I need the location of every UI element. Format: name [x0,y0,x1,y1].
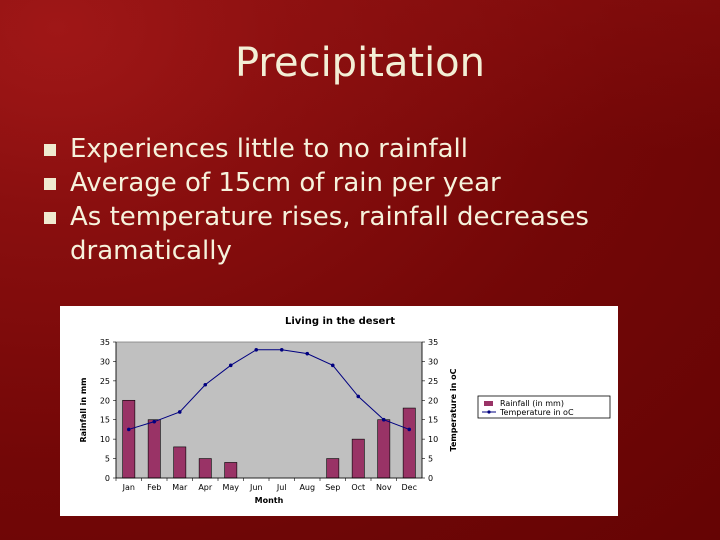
y2-tick-label: 0 [428,474,433,483]
x-tick-label: Jun [249,483,263,492]
x-axis-label: Month [255,496,284,505]
rainfall-bar [173,446,187,479]
bullet-item: As temperature rises, rainfall decreases… [44,200,694,268]
temperature-point [305,351,310,356]
rainfall-bar [402,407,416,479]
chart-container: Living in the desert 0 0 5 5 10 10 15 15 20 20 25 2… [60,306,618,516]
temperature-point [356,394,361,399]
x-tick-label: Mar [172,483,188,492]
y-tick-label: 10 [100,435,110,444]
y-tick-label: 5 [105,455,110,464]
bullet-item: Experiences little to no rainfall [44,132,694,166]
x-tick-label: Dec [402,483,417,492]
legend-rainfall-swatch [484,401,493,406]
bullet-list: Experiences little to no rainfall Averag… [44,132,694,268]
x-tick-label: Jan [122,483,135,492]
temperature-point [330,363,335,368]
bullet-text: Experiences little to no rainfall [70,134,468,164]
square-bullet-icon [44,144,56,156]
bullet-text: As temperature rises, rainfall decreases… [70,202,589,266]
temperature-point [126,427,131,432]
rainfall-bar [326,458,340,479]
y-tick-label: 30 [100,357,110,366]
y-tick-label: 25 [100,377,110,386]
x-tick-label: Feb [147,483,161,492]
bullet-text: Average of 15cm of rain per year [70,168,501,198]
rainfall-bar [224,462,238,479]
y-tick-label: 20 [100,396,110,405]
legend-temperature-marker [487,410,491,414]
y2-tick-label: 15 [428,416,438,425]
x-tick-label: Nov [376,483,392,492]
rainfall-bar [147,419,161,479]
slide-highlight [0,0,720,150]
square-bullet-icon [44,178,56,190]
temperature-point [279,347,284,352]
square-bullet-icon [44,212,56,224]
x-tick-label: Aug [299,483,315,492]
y2-tick-label: 20 [428,396,438,405]
temperature-point [203,382,208,387]
x-tick-label: Sep [325,483,340,492]
slide-title: Precipitation [234,40,486,86]
temperature-point [177,410,182,414]
temperature-point [407,427,412,432]
y-tick-label: 15 [100,416,110,425]
rainfall-bar [122,399,136,479]
y-tick-label: 0 [105,474,110,483]
x-tick-label: May [222,483,239,492]
y2-tick-label: 30 [428,357,438,366]
y2-axis-label: Temperature in oC [449,368,458,451]
temperature-point [228,363,233,368]
temperature-point [152,419,157,424]
y2-tick-label: 25 [428,377,438,386]
x-tick-label: Apr [198,483,213,492]
bullet-item: Average of 15cm of rain per year [44,166,694,200]
rainfall-bar [377,419,391,479]
x-tick-label: Oct [351,483,365,492]
rainfall-bar [351,438,365,479]
y-axis-label: Rainfall in mm [79,377,88,442]
y2-tick-label: 35 [428,338,438,347]
chart-title: Living in the desert [285,316,395,327]
rainfall-temperature-chart: Living in the desert 0 0 5 5 10 10 15 15 20 20 25 2… [79,316,611,505]
temperature-point [381,417,386,422]
temperature-line [128,349,410,430]
plot-area [115,341,423,479]
x-tick-label: Jul [276,483,287,492]
temperature-point [254,347,259,352]
legend-rainfall-label: Rainfall (in mm) [500,399,564,408]
rainfall-bar [198,458,212,479]
legend-temperature-label: Temperature in oC [499,408,574,417]
y-tick-label: 35 [100,338,110,347]
y2-tick-label: 5 [428,455,433,464]
y2-tick-label: 10 [428,435,438,444]
chart-legend: Rainfall (in mm) Temperature in oC [477,395,611,419]
